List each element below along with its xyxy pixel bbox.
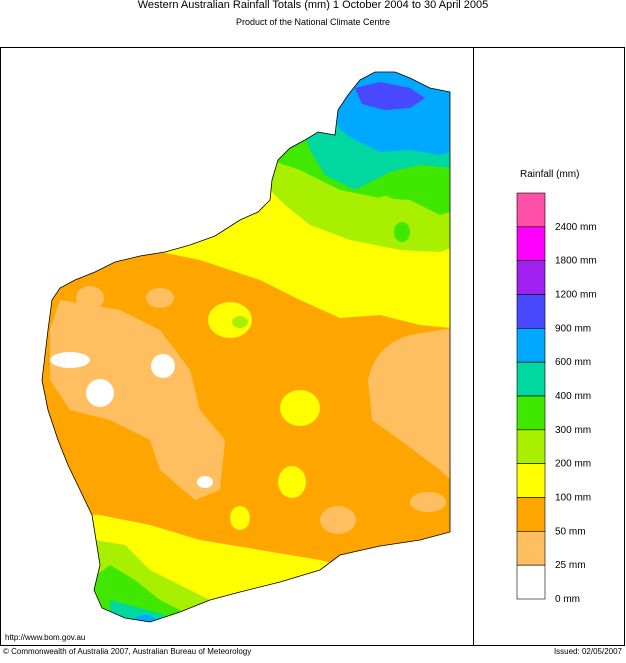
legend-label: 300 mm [555,425,591,436]
subtitle: Product of the National Climate Centre [236,17,390,27]
legend-swatch [516,531,546,566]
legend-swatch [516,226,546,261]
legend-swatch [516,463,546,498]
frame [0,47,625,646]
legend-swatch [516,361,546,397]
legend-swatch [516,328,546,363]
legend-swatch [516,429,546,464]
legend-swatch [516,497,546,532]
copyright: © Commonwealth of Australia 2007, Austra… [3,647,251,656]
legend-label: 600 mm [555,357,591,368]
legend-label: 1800 mm [555,256,597,267]
legend-swatch [516,294,546,329]
legend-label: 400 mm [555,391,591,402]
legend-label: 0 mm [555,594,580,605]
legend-label: 50 mm [555,526,586,537]
issued: Issued: 02/05/2007 [554,647,623,656]
legend-label: 200 mm [555,459,591,470]
legend: 2400 mm 1800 mm 1200 mm 900 mm 600 mm 400 mm 3… [516,192,597,605]
url: http://www.bom.gov.au [5,633,85,642]
legend-swatch [516,192,546,228]
legend-label: 1200 mm [555,290,597,301]
legend-label: 900 mm [555,323,591,334]
legend-title: Rainfall (mm) [520,169,579,180]
legend-label: 25 mm [555,560,586,571]
legend-swatch [516,564,546,600]
title: Western Australian Rainfall Totals (mm) … [138,0,489,11]
legend-label: 2400 mm [555,222,597,233]
rainfall-map [42,72,450,622]
legend-label: 100 mm [555,493,591,504]
legend-swatch [516,395,546,431]
legend-swatch [516,260,546,295]
